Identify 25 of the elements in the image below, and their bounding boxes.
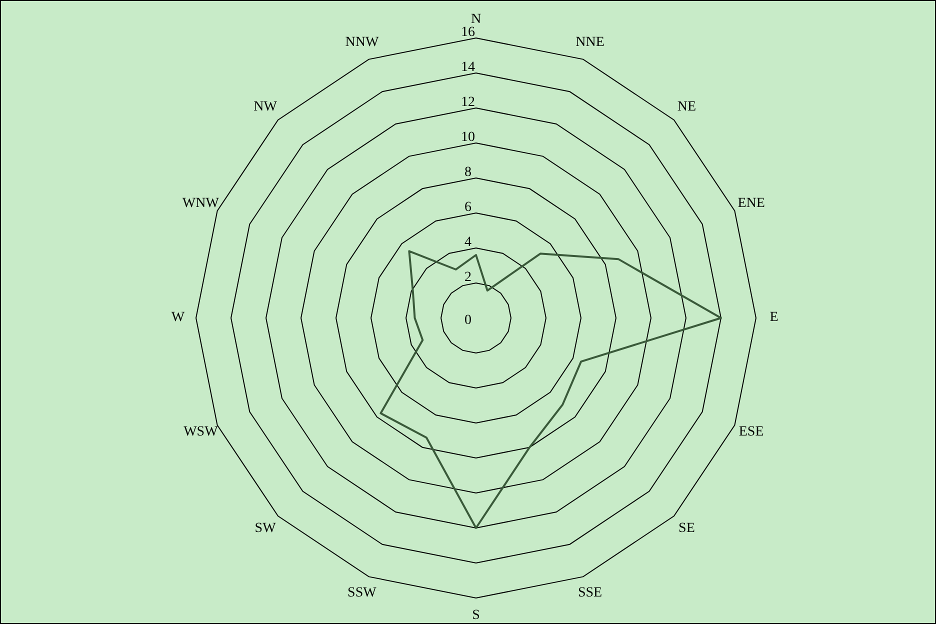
spoke-label: E xyxy=(770,310,778,326)
spoke-label: NE xyxy=(677,100,696,114)
spoke-label: N xyxy=(470,12,482,28)
spoke-label: NNW xyxy=(345,34,380,50)
spoke-label: SE xyxy=(678,520,695,536)
spoke-label: SSE xyxy=(578,586,602,601)
y-tick-label: 16 xyxy=(461,25,475,40)
spoke-label: ENE xyxy=(738,196,765,212)
spoke-label: NNE xyxy=(576,34,604,50)
y-tick-label: 0 xyxy=(464,313,472,328)
y-tick-label: 10 xyxy=(461,130,475,145)
spoke-label: WSW xyxy=(184,424,219,440)
spoke-label: SW xyxy=(254,520,277,536)
spoke-label: ESE xyxy=(738,424,764,440)
spoke-label: WNW xyxy=(182,196,220,212)
y-tick-label: 4 xyxy=(464,235,472,250)
spoke-label: SSW xyxy=(348,586,378,601)
spoke-label: S xyxy=(472,608,480,624)
y-tick-label: 14 xyxy=(461,60,475,75)
y-tick-label: 12 xyxy=(461,95,475,110)
y-tick-label: 6 xyxy=(464,200,472,215)
spoke-label: W xyxy=(171,310,186,326)
y-tick-label: 2 xyxy=(464,270,472,285)
y-tick-label: 8 xyxy=(464,165,472,180)
spoke-label: NW xyxy=(254,100,278,114)
